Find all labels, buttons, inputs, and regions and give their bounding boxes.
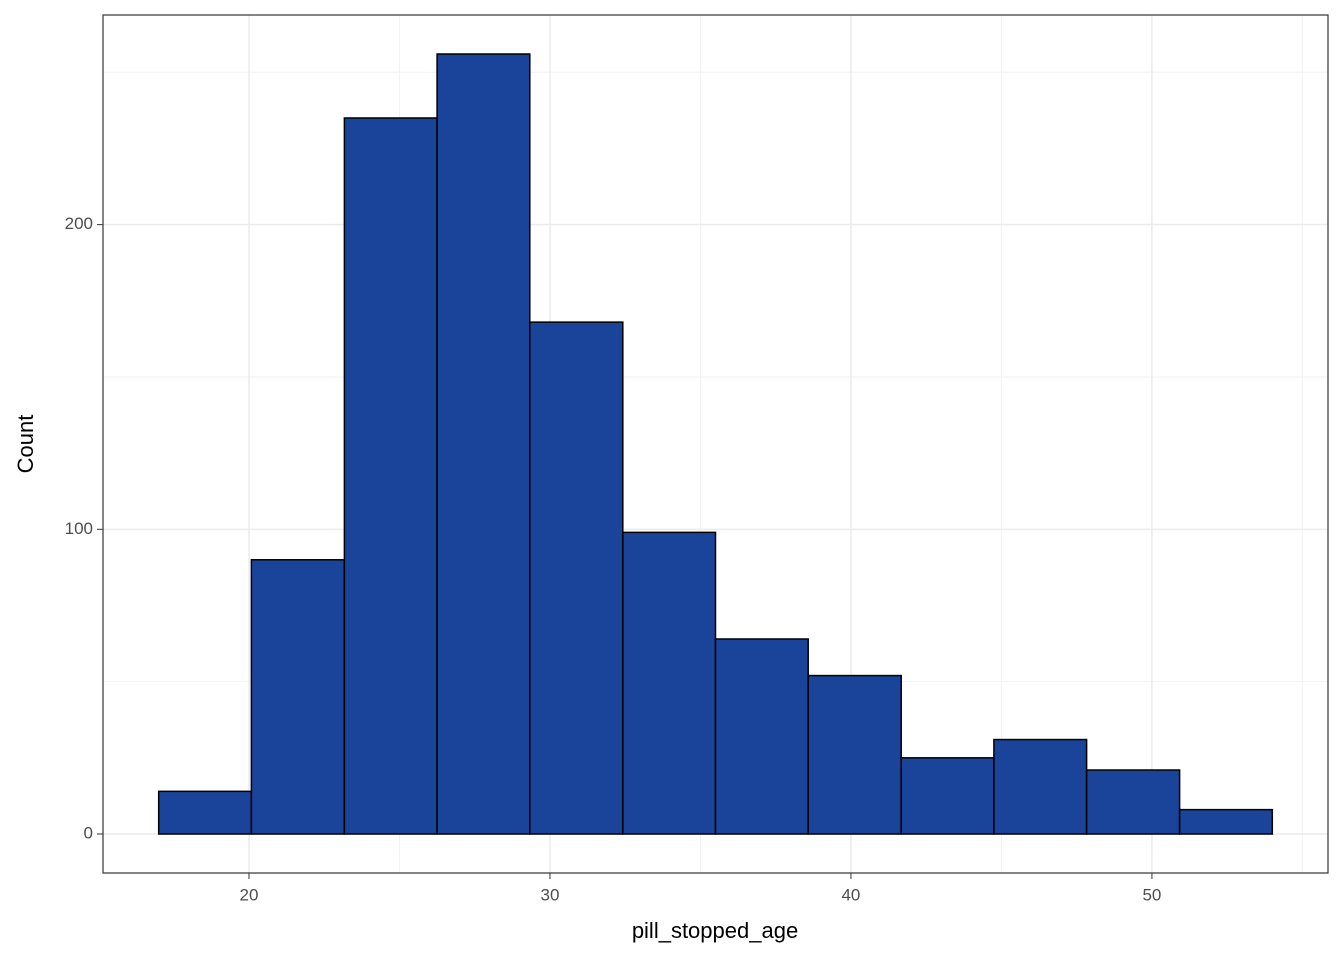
- bar: [436, 53, 531, 835]
- bar: [1085, 769, 1181, 835]
- bar: [343, 117, 438, 835]
- bar: [714, 638, 809, 835]
- x-tick-label: 20: [240, 885, 259, 904]
- panel-border: [102, 14, 1329, 874]
- y-tick-label: 200: [65, 214, 93, 233]
- bar: [529, 321, 624, 835]
- x-tick-label: 30: [540, 885, 559, 904]
- bar: [622, 531, 717, 835]
- bar: [157, 790, 253, 835]
- y-tick-label: 0: [84, 823, 93, 842]
- x-tick-label: 40: [841, 885, 860, 904]
- bar: [900, 757, 995, 835]
- bar: [1178, 808, 1274, 835]
- y-tick-label: 100: [65, 519, 93, 538]
- x-axis-title: pill_stopped_age: [632, 918, 798, 943]
- bar: [250, 559, 346, 835]
- x-tick-label: 50: [1142, 885, 1161, 904]
- bar: [993, 738, 1088, 835]
- bar: [807, 674, 902, 835]
- y-axis-title: Count: [13, 415, 38, 474]
